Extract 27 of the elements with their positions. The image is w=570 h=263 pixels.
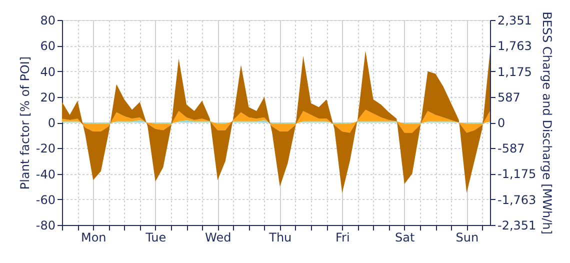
y2-tick-label: 0 [498,116,506,130]
y2-tick-label: 1,763 [498,39,532,54]
x-tick-label: Fri [335,230,350,244]
y2-tick-label: -1,175 [498,167,536,182]
y2-tick-label: 587 [498,90,520,104]
y2-axis-title: BESS Charge and Discharge [MWh/h] [540,12,554,234]
y-tick-label: -80 [36,218,56,232]
y2-tick-label: 2,351 [498,14,532,28]
x-tick-label: Wed [205,230,232,244]
y2-tick-label: -587 [498,142,525,156]
y-axis-title: Plant factor [% of POI] [18,56,32,190]
y-tick-label: -20 [36,142,56,156]
x-tick-label: Mon [80,230,106,244]
x-tick-label: Sat [395,230,416,244]
x-tick-label: Sun [456,230,479,244]
y-tick-label: 0 [48,116,56,130]
y-tick-label: 20 [40,90,56,104]
y-tick-label: -40 [36,167,56,182]
y2-tick-label: -2,351 [498,218,536,232]
y-tick-label: 40 [40,64,56,79]
y-tick-label: -60 [36,192,56,207]
y2-tick-label: 1,175 [498,64,532,79]
y-tick-label: 60 [40,39,56,54]
y2-tick-label: -1,763 [498,192,536,207]
y-tick-label: 80 [40,14,56,28]
x-tick-label: Tue [144,230,166,244]
x-tick-label: Thu [268,230,292,244]
